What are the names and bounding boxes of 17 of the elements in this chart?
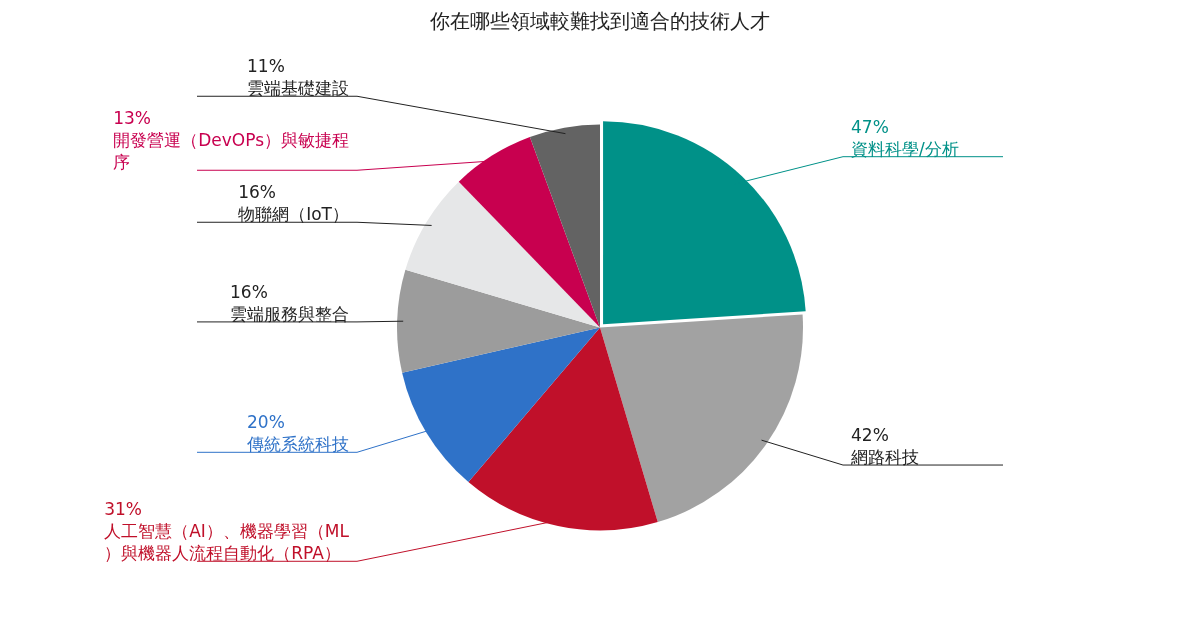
data-label: 31% — [104, 499, 143, 520]
slice-label: 物聯網（IoT） — [238, 204, 350, 225]
slice-label: 網路科技 — [850, 447, 919, 468]
chart-title: 你在哪些領域較難找到適合的技術人才 — [429, 8, 771, 35]
slice-label: 傳統系統科技 — [246, 434, 349, 455]
data-label: 42% — [851, 425, 889, 446]
data-label: 47% — [851, 116, 889, 137]
data-label: 16% — [230, 281, 268, 302]
slice-label: 人工智慧（AI）、機器學習（ML）與機器人流程自動化（RPA） — [104, 521, 350, 564]
data-label: 13% — [113, 108, 151, 129]
data-label: 20% — [247, 412, 285, 433]
slice-label: 雲端基礎建設 — [247, 78, 349, 99]
slice-label: 開發營運（DevOPs）與敏捷程序 — [113, 130, 350, 173]
data-label: 11% — [247, 56, 285, 77]
data-label: 16% — [238, 182, 276, 203]
slice-label: 資料科學/分析 — [851, 138, 959, 159]
slice-label: 雲端服務與整合 — [230, 303, 349, 324]
